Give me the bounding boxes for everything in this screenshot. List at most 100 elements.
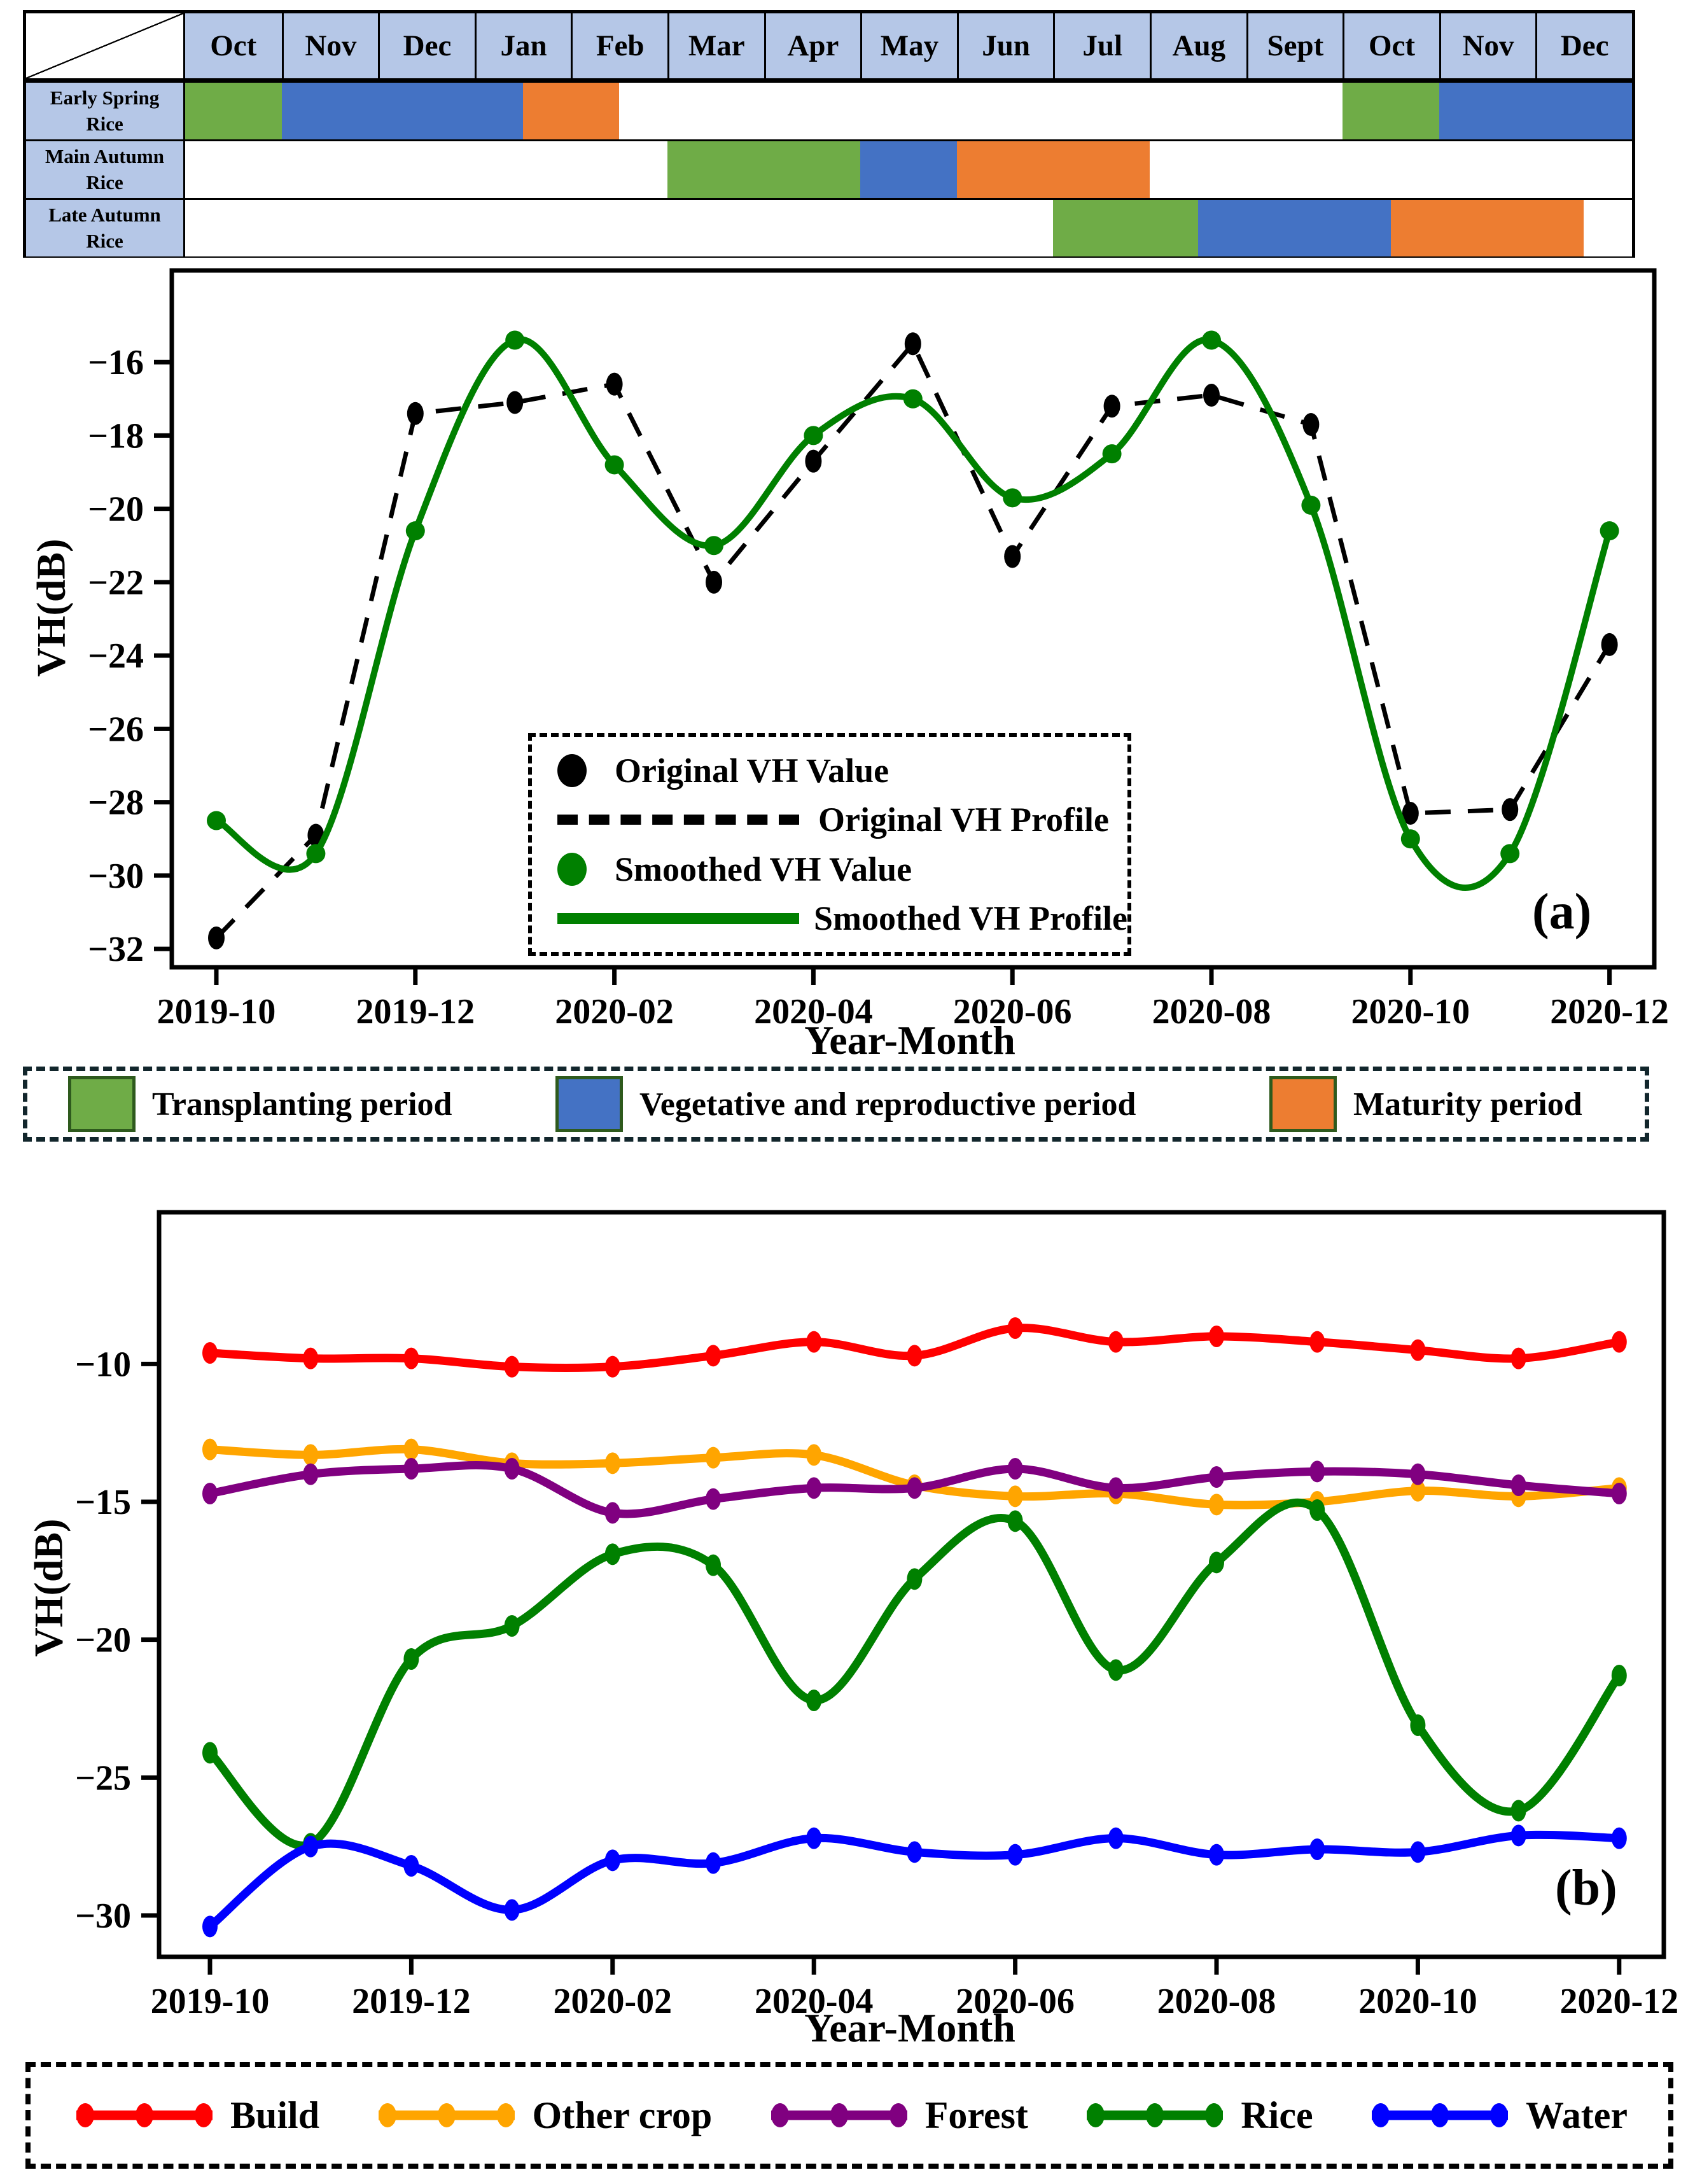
series-marker-water [403,1855,419,1877]
series-marker-other-crop [706,1446,721,1469]
x-tick-label: 2020-04 [755,1982,874,2021]
y-tick-label: −25 [75,1758,131,1798]
series-marker-original-vh [1601,633,1618,656]
legend-a-row: Smoothed VH Profile [532,899,1127,938]
series-marker-rice [1410,1714,1426,1736]
series-marker-build [303,1347,319,1369]
series-marker-build [403,1347,419,1369]
series-legend-label: Other crop [532,2094,713,2136]
series-legend-item-forest: Forest [766,2094,1028,2138]
series-marker-water [1611,1827,1627,1849]
series-marker-build [1611,1331,1627,1353]
x-tick-label: 2020-08 [1157,1982,1276,2021]
legend-a-label-1: Original VH Profile [818,801,1109,839]
legend-a-sample-1 [532,815,818,825]
series-marker-forest [907,1477,923,1499]
period-bar-vegetative [1197,200,1391,256]
period-bar-transplanting [667,141,861,198]
period-legend-swatch [1269,1076,1337,1132]
series-marker-original-vh [1203,383,1220,407]
period-bar-transplanting [1343,83,1439,139]
series-marker-smoothed-vh [804,426,823,445]
chart-b-canvas: −10 −15 −20 −25 −30 2019-10 2019-12 2020-02 2020… [75,1210,1678,2021]
series-marker-water [907,1841,923,1863]
series-marker-original-vh [1103,395,1120,418]
series-marker-water [806,1827,822,1849]
panel-label-a: (a) [1532,884,1592,940]
calendar-corner-cell [26,13,185,81]
series-marker-rice [1309,1499,1325,1521]
series-marker-forest [1108,1477,1124,1499]
month-header-cell: Aug [1150,13,1246,78]
series-marker-water [1309,1838,1325,1860]
y-tick-label: −30 [88,857,144,896]
series-marker-other-crop [202,1438,218,1460]
chart-a-legend: Original VH Value Original VH Profile Sm… [528,733,1131,956]
x-tick-label: 2020-02 [553,1982,672,2021]
series-marker-rice [907,1568,923,1590]
series-marker-smoothed-vh [1102,444,1122,464]
month-header-cell: Jul [1053,13,1150,78]
x-tick-label: 2019-10 [157,992,276,1032]
period-legend-swatch [68,1076,136,1132]
series-line-rice [207,1498,1623,1850]
calendar-month-header-row: Oct Nov Dec Jan Feb Mar Apr May Jun Jul Aug Sept Oct… [185,13,1632,81]
series-marker-forest [1209,1466,1224,1488]
series-marker-build [1108,1331,1124,1353]
series-legend-label: Build [230,2094,320,2136]
series-marker-build [1209,1326,1224,1347]
month-header-cell: Dec [378,13,475,78]
y-tick-label: −15 [75,1483,131,1522]
month-header-cell: Oct [185,13,282,78]
x-tick-label: 2020-02 [555,992,674,1032]
series-marker-other-crop [1007,1485,1023,1508]
series-marker-forest [604,1502,620,1524]
chart-b-y-axis-label: VH(dB) [25,1518,71,1657]
series-marker-forest [706,1488,721,1510]
series-marker-forest [303,1463,319,1485]
series-marker-build [1007,1317,1023,1339]
legend-a-label-2: Smoothed VH Value [615,850,912,888]
period-legend-label: Maturity period [1353,1086,1582,1123]
series-marker-build [806,1331,822,1353]
series-marker-original-vh [1402,801,1419,825]
series-marker-smoothed-vh [604,455,624,475]
series-marker-other-crop [403,1438,419,1460]
series-marker-water [604,1849,620,1872]
series-marker-smoothed-vh [1202,330,1221,350]
x-tick-label: 2020-10 [1351,992,1470,1032]
month-header-cell: Nov [281,13,379,78]
series-marker-original-vh [805,449,822,473]
x-tick-label: 2020-06 [953,992,1072,1032]
series-marker-other-crop [1209,1494,1224,1516]
legend-a-marker-solid_line [557,913,799,924]
series-marker-forest [1007,1458,1023,1480]
series-marker-water [1510,1824,1526,1847]
series-marker-other-crop [806,1444,822,1466]
calendar-row-timeline [185,198,1632,256]
calendar-row-timeline [185,81,1632,139]
series-marker-water [504,1899,520,1921]
series-marker-forest [1410,1463,1426,1485]
x-tick-label: 2020-06 [956,1982,1075,2021]
calendar-row-timeline [185,139,1632,198]
month-header-cell: Dec [1535,13,1632,78]
series-marker-rice [706,1554,721,1576]
series-line-water [207,1830,1619,1930]
period-bar-maturity [1391,200,1584,256]
y-tick-label: −24 [88,636,144,676]
series-marker-water [1209,1844,1224,1866]
series-marker-smoothed-vh [1400,829,1420,849]
period-legend-item: Transplanting period [68,1071,452,1137]
period-legend-label: Vegetative and reproductive period [639,1086,1136,1123]
series-marker-original-vh [1502,798,1519,822]
series-marker-rice [403,1648,419,1670]
series-marker-original-vh [1004,545,1021,568]
series-marker-smoothed-vh [207,811,226,830]
period-bar-maturity [522,83,620,139]
legend-a-marker-dashed_line [557,815,799,825]
series-marker-forest [504,1458,520,1480]
x-tick-label: 2019-10 [151,1982,270,2021]
series-marker-smoothed-vh [405,521,425,541]
